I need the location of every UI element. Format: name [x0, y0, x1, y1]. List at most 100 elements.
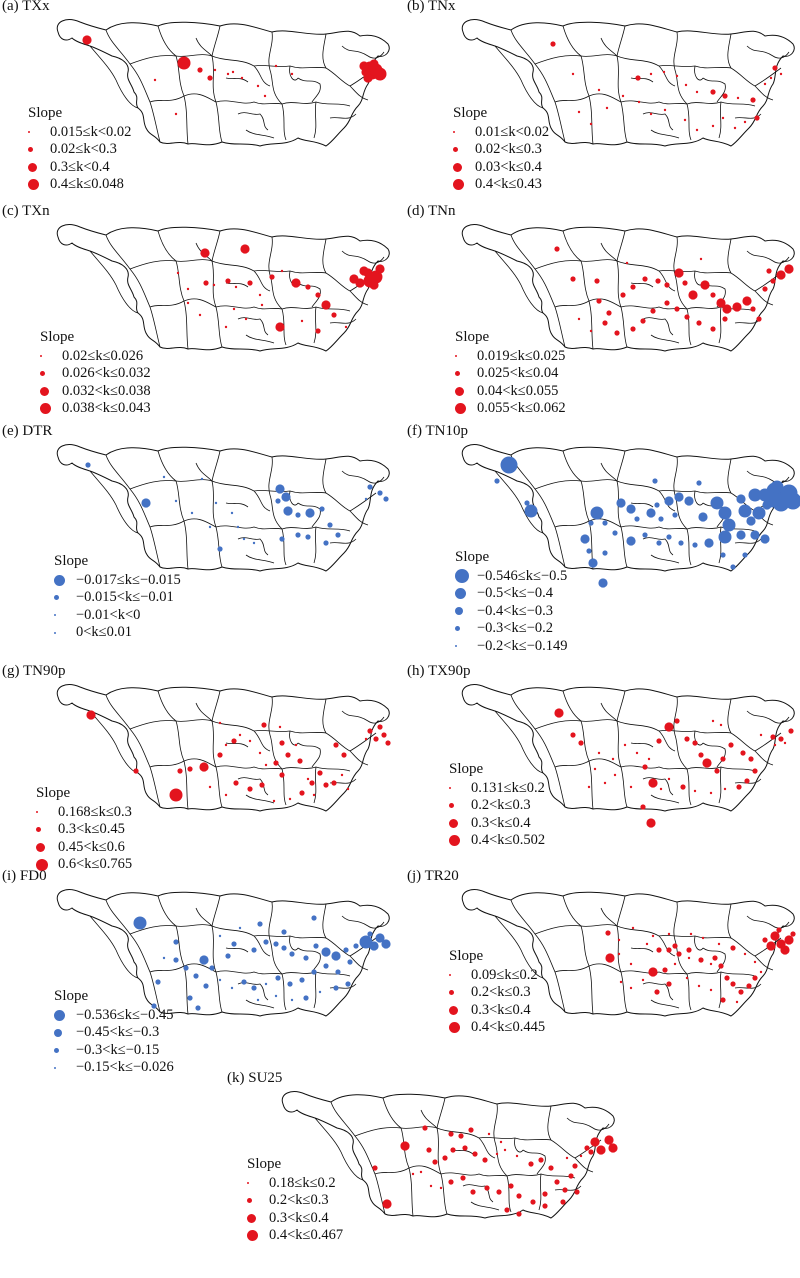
station-dot: [730, 981, 735, 986]
station-dot: [225, 953, 230, 958]
station-dot: [696, 320, 701, 325]
subbasin-boundary: [246, 1000, 274, 1008]
subbasin-boundary: [290, 731, 298, 745]
station-dot: [588, 786, 590, 788]
subbasin-boundary: [290, 491, 298, 505]
station-dot: [359, 61, 368, 70]
legend-label: 0.055<k≤0.062: [477, 400, 566, 418]
subbasin-boundary: [212, 231, 270, 291]
legend-row: −0.015<k≤−0.01: [54, 589, 181, 607]
station-dot: [756, 316, 761, 321]
station-dot: [674, 268, 683, 277]
subbasin-boundary: [535, 55, 617, 64]
legend-title: Slope: [54, 553, 181, 571]
legend-label: 0.3<k≤0.4: [269, 1210, 329, 1228]
station-dot: [652, 478, 657, 483]
station-dot: [658, 516, 663, 521]
legend-dot: [449, 1022, 460, 1033]
station-dot: [235, 286, 237, 288]
legend-label: 0.01≤k<0.02: [475, 124, 549, 142]
station-dot: [719, 531, 732, 544]
station-dot: [412, 1173, 414, 1175]
station-dot: [299, 790, 304, 795]
station-dot: [233, 308, 235, 310]
station-dot: [462, 1145, 467, 1150]
subbasin-boundary: [90, 711, 138, 773]
station-dot: [500, 1141, 502, 1143]
station-dot: [305, 508, 314, 517]
station-dot: [193, 973, 198, 978]
subbasin-boundary: [674, 902, 691, 1010]
legend-label: 0.02≤k<0.3: [50, 141, 117, 159]
station-dot: [231, 987, 233, 989]
subbasin-boundary: [158, 26, 188, 144]
station-dot: [400, 1141, 409, 1150]
station-dot: [317, 770, 322, 775]
station-dot: [714, 768, 719, 773]
station-dot: [750, 97, 755, 102]
legend-dot: [455, 645, 457, 647]
station-dot: [570, 732, 575, 737]
legend: Slope−0.017≤k≤−0.015−0.015<k≤−0.01−0.01<…: [54, 553, 181, 642]
subbasin-boundary: [601, 703, 617, 721]
station-dot: [538, 1157, 543, 1162]
station-dot: [766, 268, 771, 273]
station-dot: [694, 790, 696, 792]
station-dot: [303, 995, 308, 1000]
station-dot: [253, 542, 255, 544]
legend-dot: [28, 131, 30, 133]
station-dot: [241, 979, 246, 984]
station-dot: [744, 778, 749, 783]
station-dot: [686, 977, 688, 979]
subbasin-boundary: [617, 721, 627, 807]
station-dot: [754, 961, 756, 963]
station-dot: [217, 546, 222, 551]
station-dot: [187, 995, 192, 1000]
legend-dot: [455, 607, 463, 615]
station-dot: [173, 939, 178, 944]
station-dot: [307, 778, 309, 780]
legend-row: 0.2<k≤0.3: [449, 984, 545, 1002]
station-dot: [722, 304, 731, 313]
station-dot: [219, 935, 221, 937]
legend-dot: [247, 1214, 256, 1223]
legend-dot: [455, 371, 460, 376]
station-dot: [275, 65, 277, 67]
panel-title: (a) TXx: [2, 0, 50, 15]
subbasin-boundary: [728, 904, 773, 970]
legend-label: 0.019≤k≤0.025: [477, 348, 565, 366]
legend-title: Slope: [36, 785, 132, 803]
legend-row: −0.2<k≤−0.149: [455, 638, 568, 656]
subbasin-boundary: [555, 761, 589, 767]
subbasin-boundary: [350, 733, 376, 751]
legend-dot: [36, 827, 41, 832]
legend-label: 0.4<k≤0.467: [269, 1227, 343, 1245]
station-dot: [588, 1149, 593, 1154]
subbasin-boundary: [150, 966, 184, 972]
subbasin-boundary: [631, 78, 653, 82]
station-dot: [199, 955, 208, 964]
station-dot: [349, 274, 358, 283]
station-dot: [710, 792, 712, 794]
legend-row: 0.3<k≤0.4: [449, 1002, 545, 1020]
station-dot: [646, 943, 648, 945]
station-dot: [245, 318, 247, 320]
subbasin-boundary: [617, 56, 627, 142]
station-dot: [269, 274, 274, 279]
station-dot: [772, 65, 777, 70]
station-dot: [155, 979, 160, 984]
station-dot: [712, 955, 717, 960]
station-dot: [295, 744, 297, 746]
station-dot: [620, 292, 625, 297]
station-dot: [243, 538, 245, 540]
legend-label: −0.2<k≤−0.149: [477, 638, 568, 656]
station-dot: [764, 83, 766, 85]
subbasin-boundary: [212, 721, 222, 807]
legend-row: 0.032<k≤0.038: [40, 383, 151, 401]
legend-dot: [455, 355, 457, 357]
subbasin-boundary: [290, 66, 298, 80]
legend-row: 0.4<k≤0.502: [449, 832, 545, 850]
station-dot: [656, 540, 661, 545]
